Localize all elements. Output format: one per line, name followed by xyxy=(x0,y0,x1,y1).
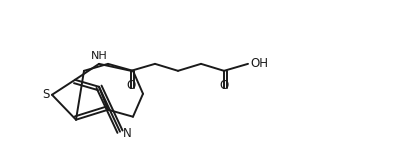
Text: N: N xyxy=(123,127,132,140)
Text: NH: NH xyxy=(91,51,107,61)
Text: O: O xyxy=(219,79,228,92)
Text: OH: OH xyxy=(250,57,268,70)
Text: O: O xyxy=(126,79,135,92)
Text: S: S xyxy=(42,88,50,101)
